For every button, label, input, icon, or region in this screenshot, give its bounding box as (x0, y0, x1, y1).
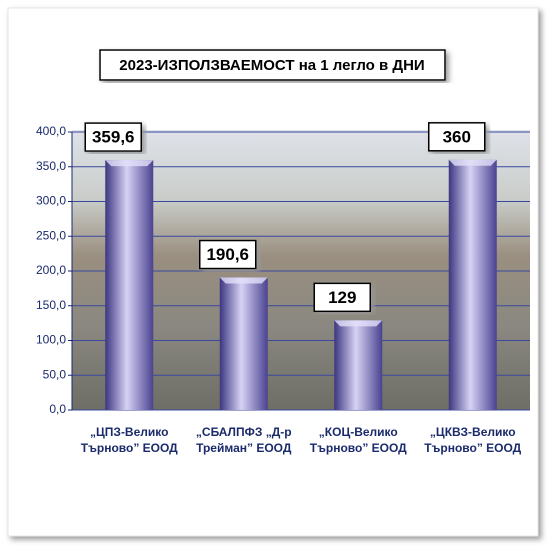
value-label: 129 (328, 288, 356, 307)
bar (105, 160, 154, 410)
y-tick-label: 250,0 (36, 228, 66, 242)
bar-cap (448, 159, 497, 166)
value-label-box (84, 122, 142, 152)
bar-cap (334, 320, 383, 327)
title-box (99, 49, 446, 81)
x-tick-label: „ЦПЗ-Велико Търново” ЕООД (80, 425, 178, 455)
bar (334, 320, 383, 410)
y-tick-label: 200,0 (36, 263, 66, 277)
bar (448, 159, 497, 410)
y-tick-label: 400,0 (36, 124, 66, 138)
y-tick-label: 350,0 (36, 159, 66, 173)
value-label-box (199, 239, 257, 270)
bar-cap (105, 160, 154, 167)
y-tick-label: 0,0 (49, 402, 66, 416)
value-label: 359,6 (92, 128, 135, 147)
value-label: 190,6 (206, 245, 249, 264)
x-tick-label: „ЦКВЗ-Велико Търново” ЕООД (424, 425, 522, 455)
y-tick-label: 300,0 (36, 194, 66, 208)
bar (219, 277, 268, 410)
y-tick-label: 150,0 (36, 298, 66, 312)
x-tick-label: „КОЦ-Велико Търново” ЕООД (309, 425, 407, 455)
value-label-box (313, 282, 371, 313)
y-tick-label: 100,0 (36, 333, 66, 347)
chart-title: 2023-ИЗПОЛЗВАЕМОСТ на 1 легло в ДНИ (119, 57, 424, 74)
value-label: 360 (443, 127, 471, 146)
value-label-box (428, 122, 486, 152)
y-tick-label: 50,0 (43, 367, 67, 381)
x-tick-label: „СБАЛПФЗ „Д-р Трейман” ЕООД (195, 425, 292, 455)
bar-cap (219, 277, 268, 284)
